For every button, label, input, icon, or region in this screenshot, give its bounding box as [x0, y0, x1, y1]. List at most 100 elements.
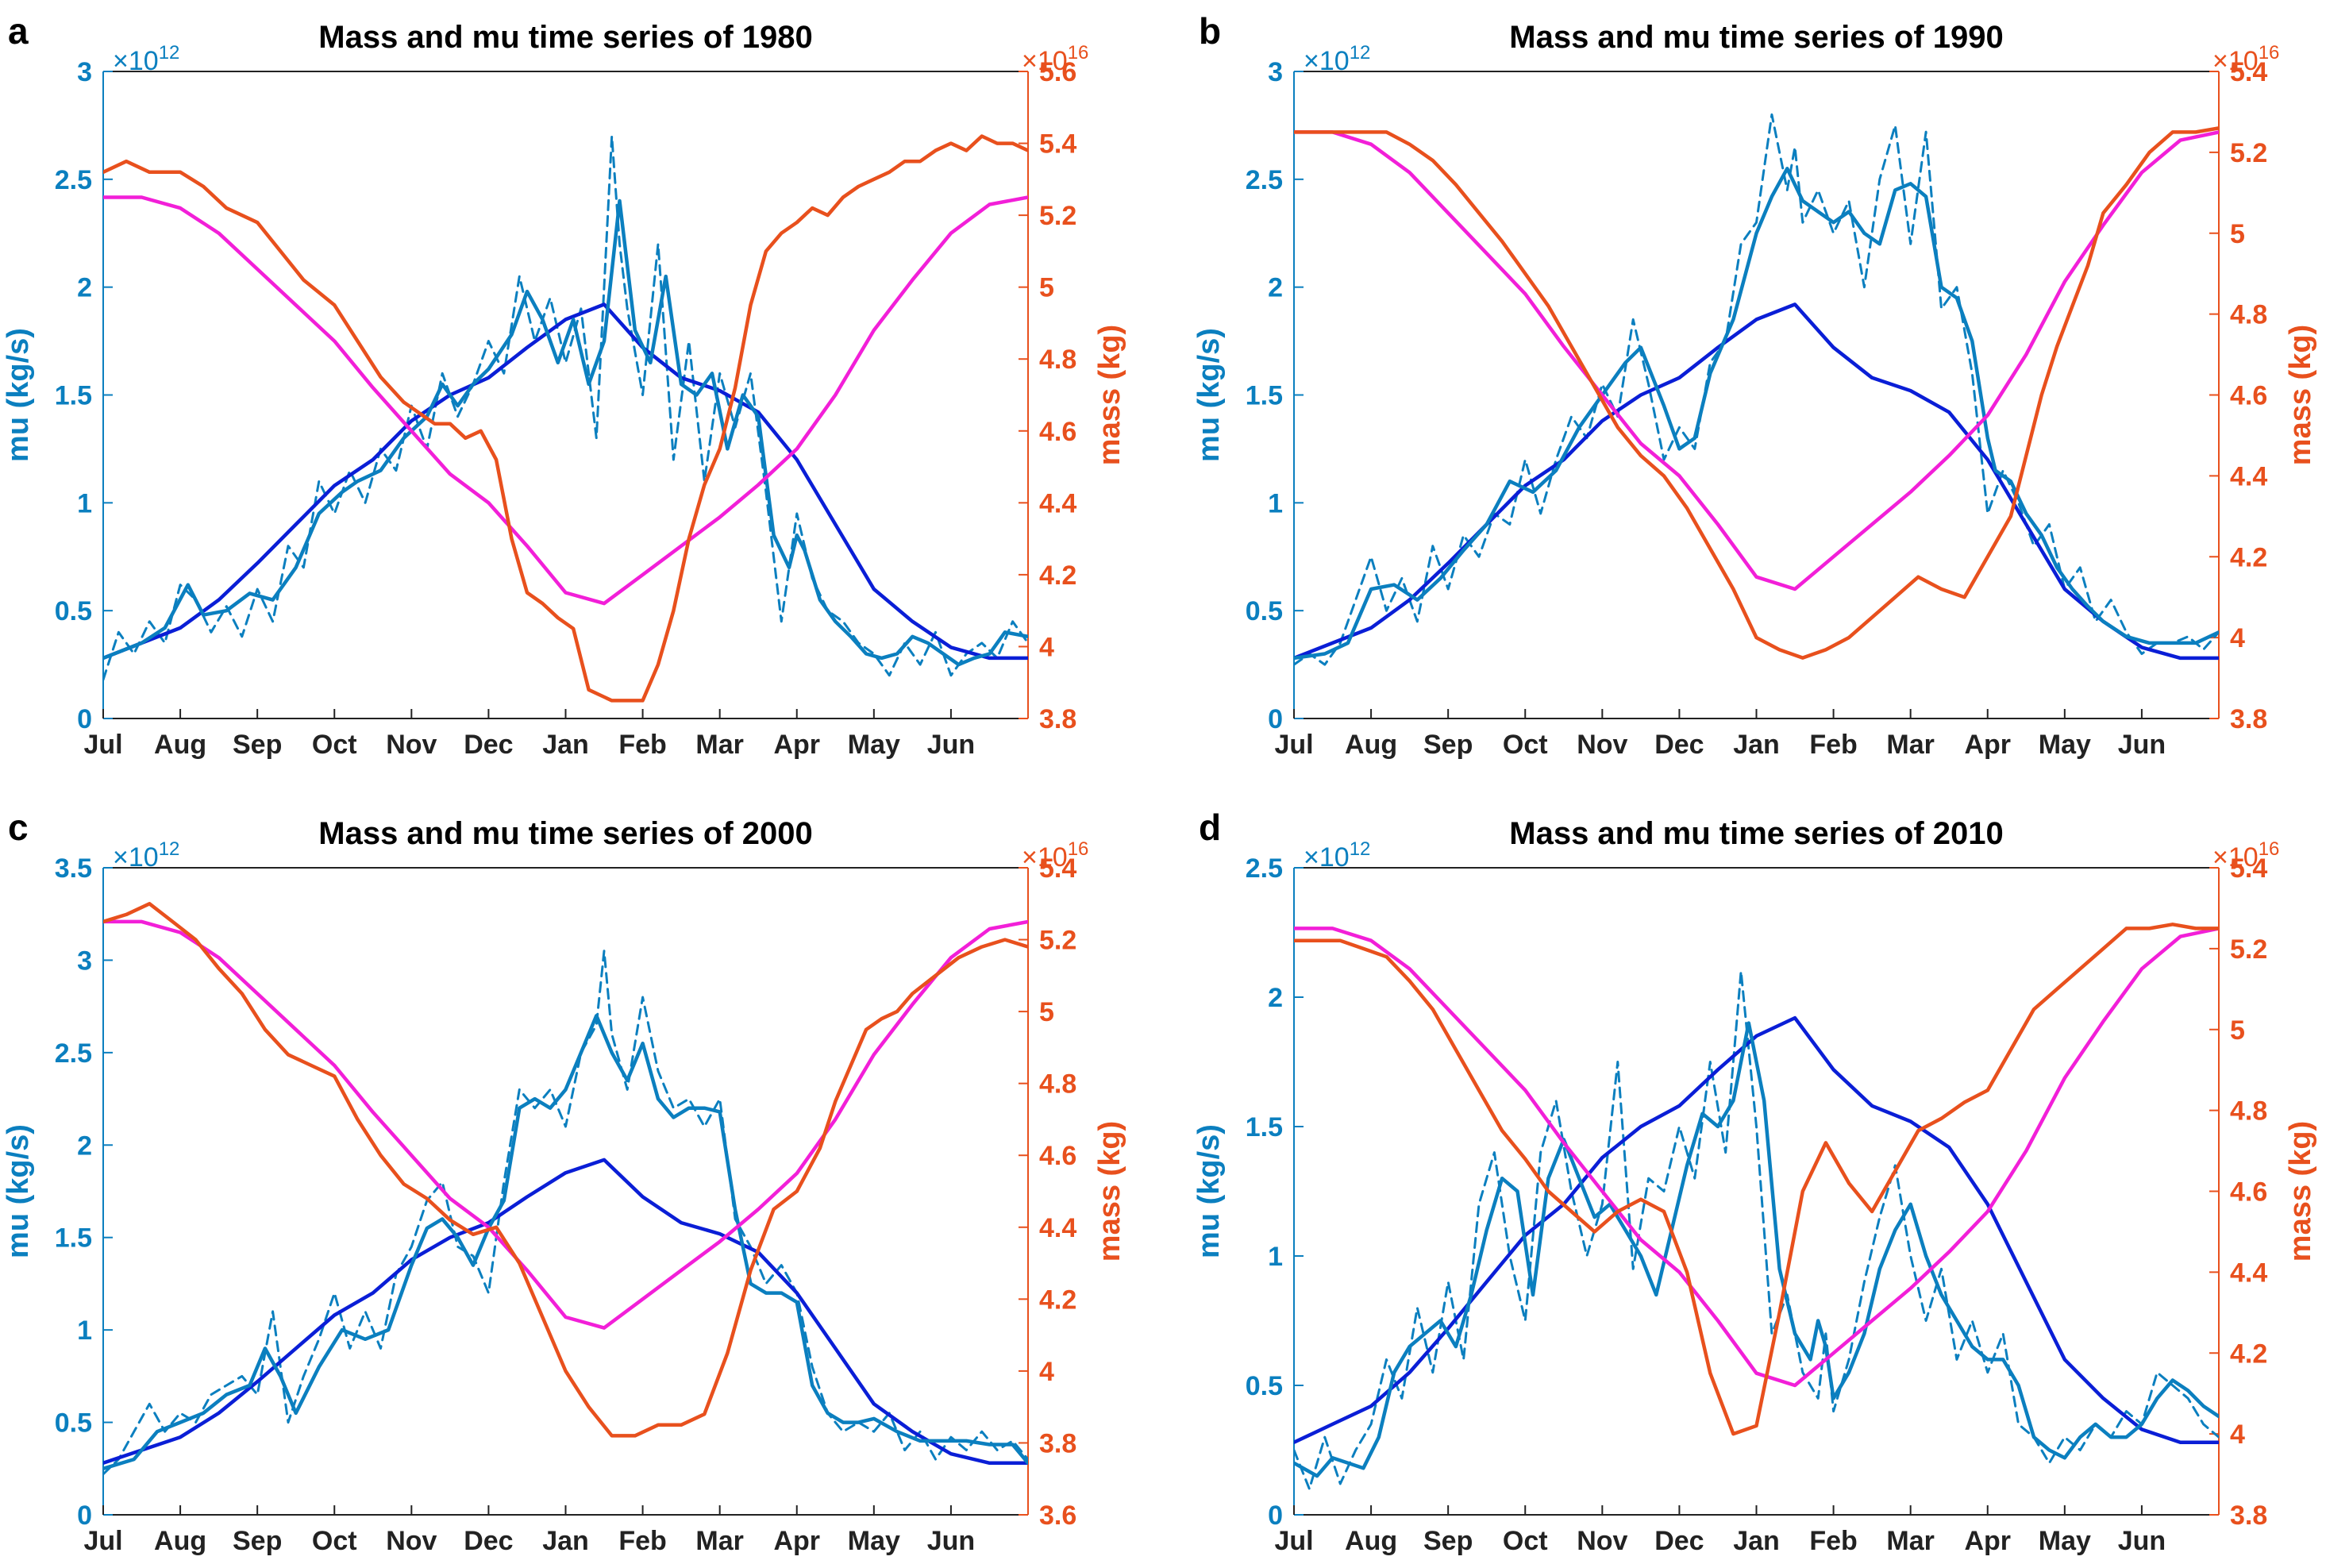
left-exponent-label: ×1012: [113, 42, 179, 76]
left-tick-label: 0.5: [55, 596, 92, 626]
series-mu-mean-line: [1294, 1015, 2219, 1444]
right-tick-label: 5: [1039, 273, 1054, 303]
x-tick-label: Oct: [1503, 730, 1548, 760]
panel-letter: a: [8, 10, 29, 52]
right-exponent-power: 16: [2259, 838, 2280, 860]
series-mass-line: [103, 902, 1028, 1438]
x-tick-label: Oct: [312, 730, 357, 760]
right-tick-label: 4.4: [1039, 488, 1076, 518]
x-tick-label: Aug: [1345, 1526, 1397, 1556]
left-axis-label: mu (kg/s): [2, 328, 35, 462]
left-tick-label: 0.5: [55, 1408, 92, 1439]
x-tick-label: Dec: [1654, 1526, 1704, 1556]
left-tick-label: 3.5: [55, 853, 92, 884]
x-tick-label: Sep: [233, 1526, 282, 1556]
right-tick-label: 3.8: [1039, 704, 1076, 734]
left-tick-label: 1: [77, 1316, 92, 1346]
right-tick-label: 5.2: [2230, 138, 2267, 168]
left-tick-label: 2.5: [1246, 165, 1283, 195]
right-tick-label: 4.6: [1039, 1141, 1076, 1171]
x-tick-label: Nov: [386, 730, 437, 760]
panel-c: c Mass and mu time series of 2000 0 0.5 1 1.5…: [2, 807, 1126, 1556]
right-tick-label: 4.4: [2230, 461, 2267, 491]
left-tick-label: 2: [1268, 273, 1283, 303]
series-mu-mean-line: [1294, 302, 2219, 661]
x-tick-label: Aug: [154, 1526, 206, 1556]
x-tick-label: Jan: [542, 730, 589, 760]
right-axis-label: mass (kg): [1093, 1121, 1126, 1262]
x-tick-label: Jun: [2118, 1526, 2166, 1556]
panel-b: b Mass and mu time series of 1990 0 0.5 1 1.5…: [1192, 10, 2317, 760]
right-tick-label: 5.2: [2230, 934, 2267, 965]
x-tick-label: Dec: [464, 730, 513, 760]
right-tick-label: 4.2: [1039, 561, 1076, 591]
right-tick-label: 5: [2230, 1015, 2245, 1046]
series-mu-line: [1294, 167, 2219, 661]
right-tick-label: 4.8: [1039, 345, 1076, 375]
right-tick-label: 4: [2230, 623, 2245, 653]
left-exponent-power: 12: [1350, 42, 1371, 64]
series-mu-daily-line: [1294, 113, 2219, 666]
left-tick-label: 2.5: [55, 1038, 92, 1069]
panel-letter: d: [1199, 807, 1221, 848]
left-tick-label: 2: [77, 1131, 92, 1161]
right-tick-label: 5.4: [2230, 57, 2267, 87]
series-mu-line: [103, 1014, 1028, 1471]
right-tick-label: 4: [2230, 1420, 2245, 1450]
left-tick-label: 1: [1268, 1242, 1283, 1272]
x-tick-label: Sep: [1423, 730, 1473, 760]
right-tick-label: 3.6: [1039, 1501, 1076, 1531]
x-tick-label: Jan: [1733, 730, 1780, 760]
x-tick-label: Jan: [1733, 1526, 1780, 1556]
right-tick-label: 4.2: [2230, 1339, 2267, 1369]
x-tick-label: Sep: [233, 730, 282, 760]
left-tick-label: 3: [77, 57, 92, 87]
right-tick-label: 4: [1039, 632, 1054, 662]
panel-a: a Mass and mu time series of 1980 0 0.5 1 1.5…: [2, 10, 1126, 760]
right-exponent-power: 16: [1068, 838, 1089, 860]
right-tick-label: 3.8: [2230, 704, 2267, 734]
right-tick-label: 4.6: [2230, 381, 2267, 411]
right-exponent-label: ×1016: [2212, 42, 2279, 76]
left-axis-label: mu (kg/s): [1192, 1124, 1226, 1258]
x-tick-label: Apr: [1964, 730, 2011, 760]
right-tick-label: 4.2: [2230, 542, 2267, 572]
x-tick-label: Mar: [1886, 1526, 1934, 1556]
chart-title: Mass and mu time series of 2000: [318, 816, 813, 851]
series-mu-mean-line: [103, 302, 1028, 661]
left-axis-label: mu (kg/s): [1192, 328, 1226, 462]
left-exponent-power: 12: [159, 838, 180, 860]
x-tick-label: Nov: [1577, 1526, 1627, 1556]
left-tick-label: 2.5: [55, 165, 92, 195]
x-tick-label: May: [2039, 730, 2091, 760]
right-tick-label: 4.8: [2230, 300, 2267, 330]
right-tick-label: 4.8: [1039, 1069, 1076, 1100]
x-tick-label: Mar: [695, 1526, 743, 1556]
right-tick-label: 4.6: [2230, 1177, 2267, 1208]
x-tick-label: Feb: [1809, 730, 1857, 760]
right-axis-label: mass (kg): [1093, 325, 1126, 465]
series-mu-line: [103, 198, 1028, 667]
left-exponent-power: 12: [159, 42, 180, 64]
panel-letter: c: [8, 807, 29, 848]
right-tick-label: 4.4: [2230, 1258, 2267, 1288]
right-tick-label: 4.2: [1039, 1285, 1076, 1315]
right-exponent-power: 16: [2259, 42, 2280, 64]
plot-area: [103, 134, 1028, 703]
x-tick-label: Apr: [1964, 1526, 2011, 1556]
right-exponent-power: 16: [1068, 42, 1089, 64]
x-tick-label: Nov: [1577, 730, 1627, 760]
right-tick-label: 5: [1039, 997, 1054, 1027]
right-tick-label: 4.6: [1039, 417, 1076, 447]
left-tick-label: 1.5: [55, 1223, 92, 1254]
right-axis-label: mass (kg): [2284, 325, 2317, 465]
right-tick-label: 5.2: [1039, 201, 1076, 231]
left-tick-label: 0: [1268, 1501, 1283, 1531]
x-tick-label: May: [2039, 1526, 2091, 1556]
left-tick-label: 0: [1268, 704, 1283, 734]
right-tick-label: 5: [2230, 219, 2245, 249]
right-tick-label: 5.4: [1039, 853, 1076, 884]
left-tick-label: 1.5: [1246, 1112, 1283, 1142]
right-tick-label: 5.2: [1039, 926, 1076, 956]
x-tick-label: Dec: [464, 1526, 513, 1556]
